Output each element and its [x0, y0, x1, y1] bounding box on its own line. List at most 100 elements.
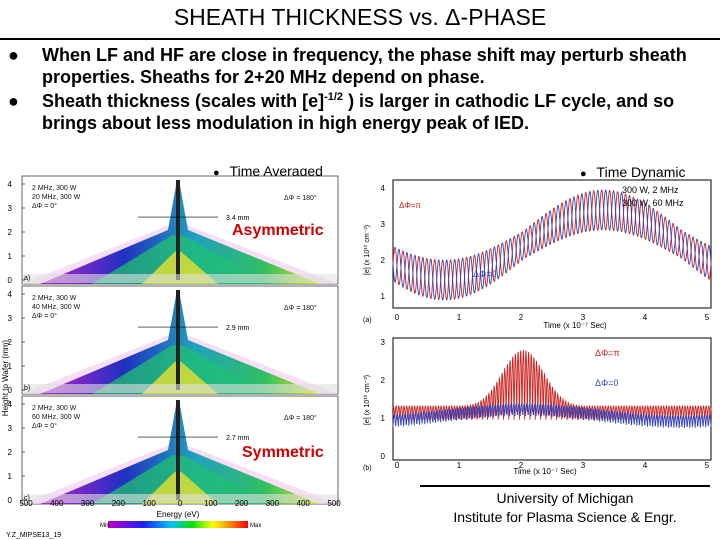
- dynamic-legend-hf: 300 W, 60 MHz: [622, 198, 684, 208]
- bottom-ytick-label: 2: [381, 376, 386, 385]
- ied-param-text: ΔΦ = 0°: [32, 202, 57, 210]
- ied-wafer-band: [23, 274, 337, 283]
- top-xtick-label: 5: [705, 313, 710, 322]
- left-xlabel: Energy (eV): [157, 510, 200, 519]
- ied-ytick-label: 1: [8, 252, 13, 261]
- ied-param-text: ΔΦ = 0°: [32, 422, 57, 430]
- curve-phase-pi: [392, 350, 712, 420]
- ied-xtick-label: 100: [143, 499, 157, 508]
- bottom-plot-frame: [392, 337, 712, 461]
- bottom-xtick-label: 4: [643, 461, 648, 470]
- top-xlabel: Time (x 10⁻⁷ Sec): [543, 321, 607, 330]
- bottom-xtick-label: 5: [705, 461, 710, 470]
- bottom-xtick-label: 1: [457, 461, 462, 470]
- colorbar: [108, 521, 248, 528]
- top-ytick-label: 2: [381, 256, 386, 265]
- ied-ytick-label: 0: [8, 276, 13, 285]
- bottom-xtick-label: 0: [395, 461, 400, 470]
- footer-university: University of Michigan: [496, 490, 634, 506]
- bottom-ylabel: [e] (x 10¹⁰ cm⁻³): [363, 375, 371, 425]
- ied-ytick-label: 4: [8, 400, 13, 409]
- ied-xtick-label: 400: [50, 499, 64, 508]
- ied-param-text: 2 MHz, 300 W: [32, 185, 77, 192]
- title-divider: [0, 38, 720, 40]
- bullet-list: ● When LF and HF are close in frequency,…: [8, 44, 714, 136]
- bottom-label-pi: ΔΦ=π: [595, 348, 620, 358]
- bottom-label-zero: ΔΦ=0: [595, 378, 618, 388]
- ied-xtick-label: 0: [178, 499, 183, 508]
- left-ylabel: Height to Wafer (mm): [1, 340, 10, 416]
- top-xtick-label: 4: [643, 313, 648, 322]
- ied-phase-alt: ΔΦ = 180°: [284, 194, 317, 202]
- bullet-item-2: ● Sheath thickness (scales with [e]-1/2 …: [8, 90, 714, 134]
- sheath-ied-figure: 3.4 mm2 MHz, 300 W20 MHz, 300 WΔΦ = 0°ΔΦ…: [1, 175, 341, 539]
- ied-xtick-label: 300: [81, 499, 95, 508]
- ied-param-text: 2 MHz, 300 W: [32, 405, 77, 412]
- top-ytick-label: 1: [381, 292, 386, 301]
- footer: University of Michigan Institute for Pla…: [420, 489, 710, 527]
- colorbar-min: Min: [100, 523, 110, 529]
- ied-param-text: 20 MHz, 300 W: [32, 194, 81, 201]
- time-dynamic-figure: 1 2 3 4 [e] (x 10¹⁰ cm⁻³) ΔΦ=π ΔΦ=0 (a) 0 1 2…: [363, 179, 712, 476]
- slide-title: SHEATH THICKNESS vs. Δ-PHASE: [173, 4, 547, 30]
- top-ylabel: [e] (x 10¹⁰ cm⁻³): [363, 225, 371, 275]
- footer-institute: Institute for Plasma Science & Engr.: [453, 509, 677, 525]
- ied-ytick-label: 2: [8, 448, 13, 457]
- bullet-dot-icon: ●: [213, 167, 220, 179]
- ied-ytick-label: 3: [8, 204, 13, 213]
- bottom-xtick-label: 3: [581, 461, 586, 470]
- ied-xtick-label: 500: [19, 499, 33, 508]
- time-averaged-label: ● Time Averaged: [213, 163, 323, 179]
- ied-ytick-label: 0: [8, 386, 13, 395]
- ied-ytick-label: 0: [8, 496, 13, 505]
- top-label-pi: ΔΦ=π: [399, 201, 421, 210]
- bottom-ytick-label: 3: [381, 338, 386, 347]
- top-xtick-label: 3: [581, 313, 586, 322]
- time-averaged-text: Time Averaged: [229, 163, 323, 179]
- credit-text: Y.Z_MIPSE13_19: [6, 532, 61, 539]
- ied-panel-tag: a): [24, 275, 30, 282]
- sheath-thickness-label: 2.7 mm: [226, 435, 250, 442]
- ied-center-spike: [176, 290, 180, 390]
- dynamic-legend-lf: 300 W, 2 MHz: [622, 185, 679, 195]
- bullet-dot-icon: ●: [8, 91, 19, 111]
- ied-xtick-label: 200: [235, 499, 249, 508]
- top-ytick-label: 3: [381, 220, 386, 229]
- ied-center-spike: [176, 400, 180, 500]
- top-tag: (a): [363, 317, 372, 324]
- ied-param-text: 40 MHz, 300 W: [32, 304, 81, 311]
- ied-ytick-label: 1: [8, 362, 13, 371]
- curve-phase-0: [392, 403, 712, 429]
- bottom-xtick-label: 2: [519, 461, 524, 470]
- time-dynamic-text: Time Dynamic: [596, 164, 686, 180]
- ied-wafer-band: [23, 494, 337, 503]
- bullet-dot-icon: ●: [580, 168, 587, 180]
- colorbar-max: Max: [250, 523, 261, 529]
- top-plot-frame: [392, 179, 712, 309]
- curve-phase-0: [392, 189, 712, 301]
- ied-panel: 2.7 mm 2 MHz, 300 W 60 MHz, 300 WΔΦ = 0° ΔΦ…: [8, 395, 339, 505]
- sheath-thickness-label: 2.9 mm: [226, 325, 250, 332]
- ied-ytick-label: 2: [8, 338, 13, 347]
- ied-ytick-label: 2: [8, 228, 13, 237]
- ied-ytick-label: 3: [8, 424, 13, 433]
- sheath-thickness-label: 3.4 mm: [226, 215, 250, 222]
- top-ytick-label: 4: [381, 184, 386, 193]
- ied-param-text: ΔΦ = 0°: [32, 312, 57, 320]
- ied-xtick-label: 500: [327, 499, 341, 508]
- bullet-text-2-post: ) is larger in cathodic LF cycle, and so…: [42, 91, 675, 133]
- ied-param-text: 60 MHz, 300 W: [32, 414, 81, 421]
- ied-phase-alt: ΔΦ = 180°: [284, 414, 317, 422]
- time-dynamic-label: ● Time Dynamic: [580, 164, 685, 180]
- ied-param-text: 2 MHz, 300 W: [32, 295, 77, 302]
- ied-ytick-label: 1: [8, 472, 13, 481]
- top-label-zero: ΔΦ=0: [473, 269, 496, 279]
- dynamic-legend: 300 W, 2 MHz 300 W, 60 MHz: [622, 184, 684, 210]
- bottom-tag: (b): [363, 465, 372, 472]
- bottom-xlabel: Time (x 10⁻⁷ Sec): [513, 467, 577, 476]
- ied-phase-alt: ΔΦ = 180°: [284, 304, 317, 312]
- ied-xtick-label: 100: [204, 499, 218, 508]
- bottom-ytick-label: 0: [381, 452, 386, 461]
- ied-panel-tag: b): [24, 385, 30, 392]
- bullet-text-2-pre: Sheath thickness (scales with [e]: [42, 91, 325, 111]
